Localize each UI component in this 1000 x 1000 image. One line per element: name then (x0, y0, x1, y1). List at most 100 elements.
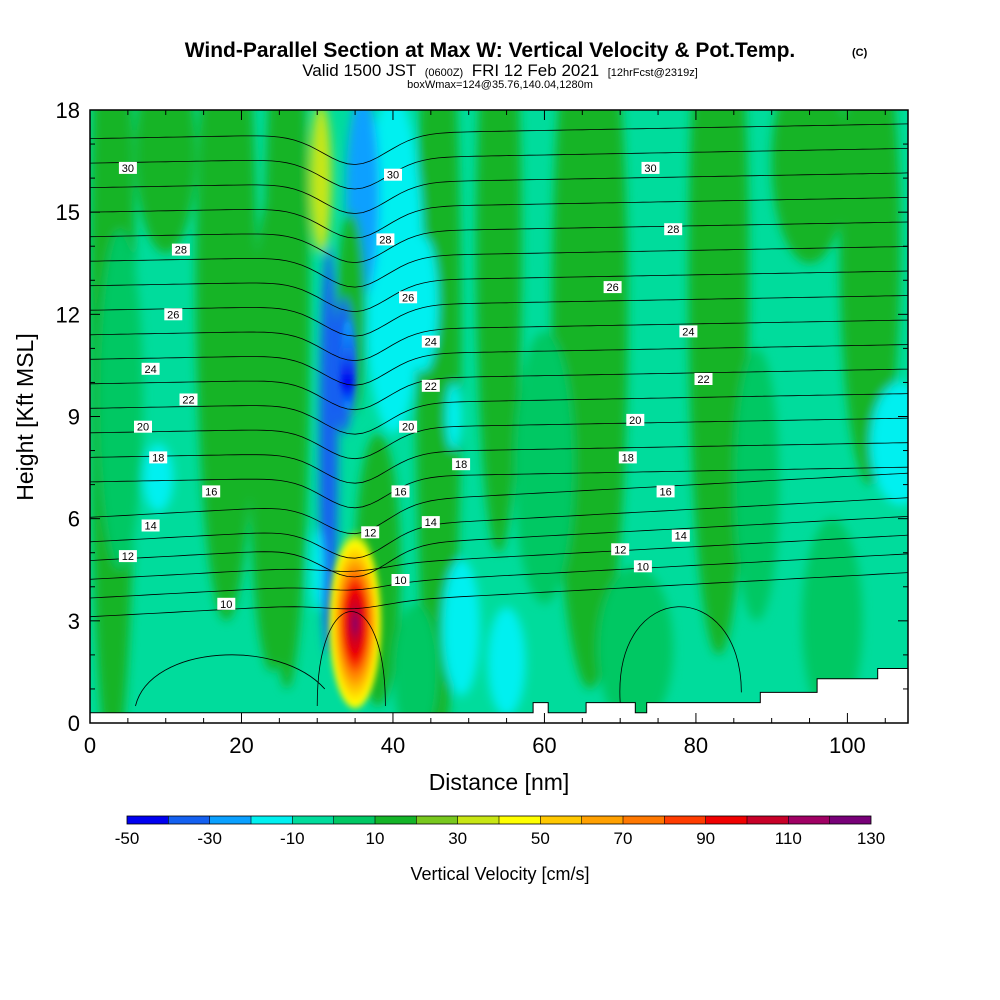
theta-label-bg (217, 597, 236, 610)
velocity-region (733, 348, 780, 621)
theta-label-text: 20 (402, 422, 414, 434)
colorbar-swatch (209, 816, 251, 824)
theta-label: 10 (217, 597, 236, 611)
theta-label: 16 (202, 485, 221, 498)
theta-line (316, 611, 386, 706)
theta-label-bg (399, 291, 418, 304)
theta-label-text: 10 (394, 575, 406, 587)
x-tick-label: 20 (229, 733, 253, 758)
velocity-region (597, 566, 674, 723)
x-tick-label: 60 (532, 733, 556, 758)
colorbar-swatch (375, 816, 417, 824)
theta-label-bg (671, 529, 690, 542)
theta-label-text: 10 (220, 599, 232, 611)
theta-label-bg (149, 451, 168, 464)
theta-label: 16 (391, 485, 410, 498)
theta-line (619, 606, 742, 703)
velocity-region (514, 331, 575, 604)
colorbar-swatch (788, 816, 830, 824)
colorbar-swatch (747, 816, 789, 824)
theta-label-text: 10 (637, 561, 649, 573)
theta-label: 12 (118, 550, 137, 563)
theta-label-bg (421, 335, 440, 348)
colorbar-swatch (127, 816, 169, 824)
theta-line (90, 295, 908, 337)
plot-area: 30 30 30 28 28 28 26 26 26 24 24 24 22 22 22 20 20 20 18 18… (90, 110, 908, 723)
theta-label-text: 12 (122, 551, 134, 563)
theta-label: 26 (164, 308, 183, 321)
theta-label: 20 (134, 420, 152, 434)
theta-label-bg (452, 458, 471, 471)
theta-label: 26 (603, 281, 622, 294)
theta-line (90, 368, 908, 411)
colorbar-swatch (457, 816, 499, 824)
theta-line (90, 417, 908, 460)
theta-label-text: 16 (394, 486, 406, 498)
theta-label-text: 30 (122, 163, 134, 175)
velocity-region (771, 110, 848, 264)
theta-label: 26 (399, 291, 418, 304)
colorbar-swatch (292, 816, 334, 824)
theta-label: 20 (399, 420, 418, 434)
valid-date: FRI 12 Feb 2021 (472, 61, 600, 80)
downdraft-column (340, 320, 355, 411)
theta-contours (90, 123, 908, 707)
x-tick-label: 0 (84, 733, 96, 758)
theta-label-text: 28 (379, 234, 391, 246)
y-tick-label: 18 (56, 98, 80, 123)
theta-label: 12 (611, 543, 630, 556)
colorbar-tick-label: 110 (775, 829, 802, 848)
y-tick-label: 0 (68, 711, 80, 736)
colorbar-tick-label: 10 (366, 829, 385, 848)
theta-label: 14 (671, 529, 690, 543)
updraft-core (327, 320, 384, 710)
colorbar-swatch (623, 816, 665, 824)
theta-label-bg (679, 325, 698, 338)
theta-line (90, 534, 908, 580)
colorbar-swatch (829, 816, 871, 824)
y-tick-label: 15 (56, 200, 80, 225)
colorbar-swatch (416, 816, 458, 824)
y-axis-label: Height [Kft MSL] (12, 333, 38, 500)
theta-label: 28 (664, 223, 683, 236)
theta-label-bg (421, 516, 440, 529)
theta-label-bg (633, 560, 652, 573)
theta-label-text: 26 (606, 282, 618, 294)
theta-label: 28 (171, 243, 190, 257)
theta-label-bg (202, 485, 221, 498)
theta-label-text: 24 (425, 337, 437, 349)
theta-line (90, 319, 908, 362)
theta-label: 24 (679, 325, 698, 338)
theta-label-bg (118, 161, 137, 174)
theta-label-bg (618, 451, 637, 464)
theta-label-text: 12 (614, 544, 626, 556)
theta-line (135, 654, 326, 707)
y-axis-ticks: 0 3 6 9 12 15 18 (56, 98, 908, 736)
theta-line (90, 246, 908, 288)
colorbar-tick-label: 90 (696, 829, 715, 848)
theta-label: 10 (391, 574, 410, 587)
theta-line (90, 123, 908, 165)
theta-line (90, 442, 908, 484)
colorbar-tick-label: -30 (197, 829, 222, 848)
theta-label-bg (384, 168, 402, 181)
theta-line (90, 172, 908, 214)
theta-label-text: 14 (144, 521, 156, 533)
valid-time-line: Valid 1500 JST (0600Z) FRI 12 Feb 2021 [… (302, 61, 698, 80)
theta-line (90, 393, 908, 435)
theta-label-text: 14 (425, 517, 437, 529)
x-axis-label: Distance [nm] (429, 769, 570, 795)
colorbar-swatch (333, 816, 375, 824)
theta-label-bg (656, 485, 675, 498)
colorbar-label: Vertical Velocity [cm/s] (410, 864, 589, 884)
theta-label-bg (361, 526, 380, 539)
x-tick-label: 40 (381, 733, 405, 758)
theta-label-bg (641, 161, 660, 174)
theta-label-text: 28 (667, 224, 679, 236)
colorbar-tick-label: 130 (857, 829, 885, 848)
theta-label-text: 16 (659, 486, 671, 498)
valid-prefix: Valid 1500 JST (302, 61, 416, 80)
velocity-region (249, 195, 295, 672)
theta-label: 18 (452, 458, 471, 471)
theta-label-bg (164, 308, 183, 321)
